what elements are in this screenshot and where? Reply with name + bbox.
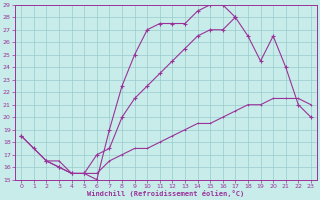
X-axis label: Windchill (Refroidissement éolien,°C): Windchill (Refroidissement éolien,°C) (87, 190, 245, 197)
